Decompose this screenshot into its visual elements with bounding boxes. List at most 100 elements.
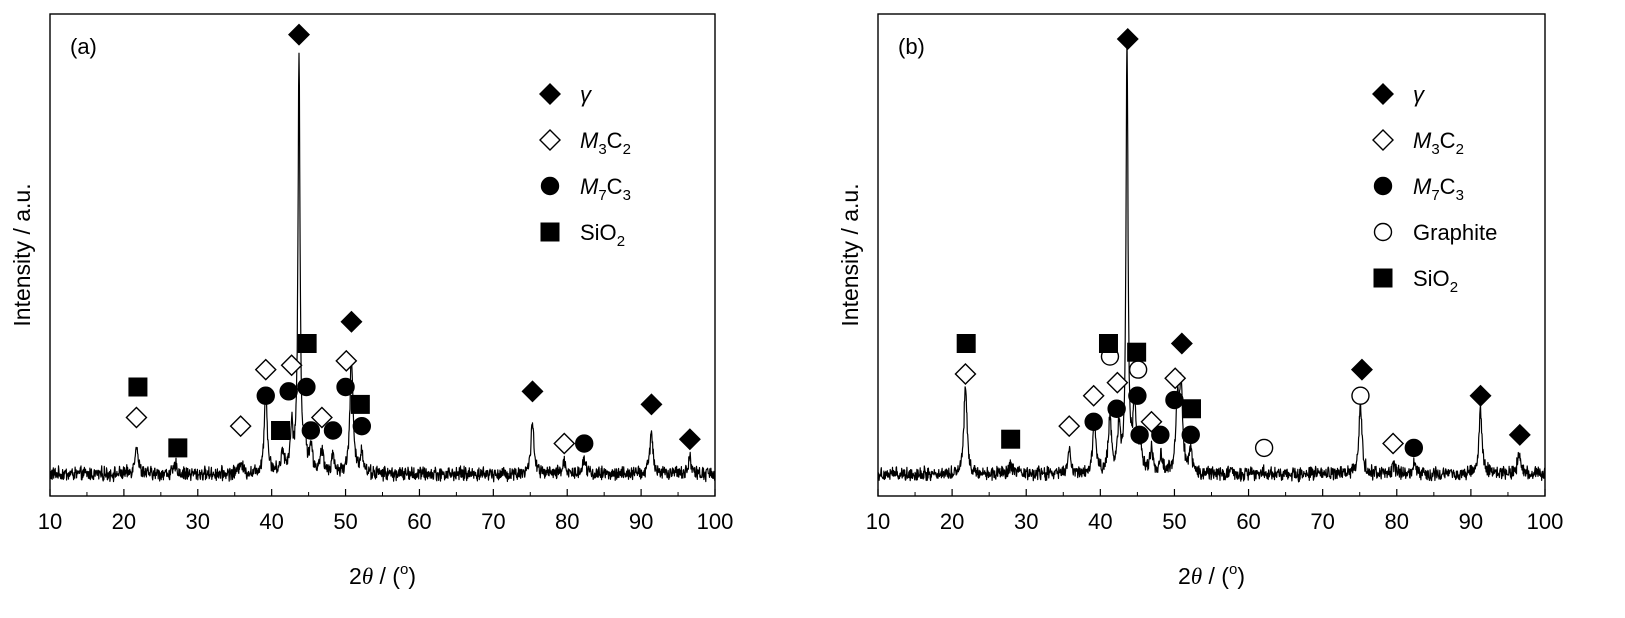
legend-label-0: γ [580,82,593,107]
phase-marker-diamond-open [1058,415,1081,438]
phase-marker-circle-filled [336,377,355,397]
x-tick-label: 90 [629,509,653,534]
phase-marker-square-filled [1001,429,1021,449]
legend-marker-square-filled [1373,268,1393,288]
phase-marker-diamond-filled [1350,358,1373,381]
x-axis-label: 2θ / (o) [349,561,416,589]
phase-marker-diamond-open [280,354,303,377]
legend-marker-diamond-open [1372,129,1394,151]
legend-label-1: M3C2 [580,128,631,158]
phase-marker-circle-filled [1128,386,1147,405]
phase-marker-diamond-filled [1469,384,1492,407]
x-tick-label: 60 [1236,509,1260,534]
phase-marker-circle-filled [279,382,298,401]
legend-label-4: SiO2 [1413,266,1458,296]
plot-frame [49,13,716,497]
phase-marker-circle-filled [352,416,372,436]
phase-marker-diamond-open [125,406,148,429]
phase-marker-circle-filled [1404,438,1424,458]
legend-marker-diamond-filled [1372,83,1394,105]
phase-marker-circle-open [1254,438,1274,458]
phase-marker-square-filled [271,421,291,440]
x-tick-label: 30 [186,509,210,534]
phase-marker-diamond-open [1382,432,1405,455]
x-tick-label: 10 [38,509,62,534]
phase-marker-diamond-filled [340,310,363,333]
x-tick-label: 40 [259,509,283,534]
x-tick-label: 100 [1527,509,1564,534]
phase-marker-circle-filled [575,434,594,453]
phase-marker-diamond-open [553,432,576,455]
x-tick-label: 50 [333,509,357,534]
phase-marker-diamond-filled [521,380,544,403]
phase-marker-diamond-open [254,358,277,381]
panel-b: 10 20 30 40 50 60 70 80 90 100 (b) Intensity / a.u.… [837,13,1564,589]
phase-marker-circle-filled [1181,425,1200,445]
phase-marker-circle-filled [1084,412,1103,431]
phase-marker-circle-open [1128,360,1148,379]
phase-marker-circle-filled [301,421,321,440]
phase-marker-circle-filled [1165,390,1184,410]
phase-marker-diamond-open [1164,367,1187,390]
phase-marker-circle-filled [323,421,343,440]
phase-marker-diamond-open [1106,371,1129,394]
x-tick-label: 100 [697,509,734,534]
x-tick-label: 90 [1459,509,1483,534]
phase-marker-diamond-open [335,349,358,372]
phase-marker-square-filled [1127,342,1147,362]
x-tick-label: 40 [1088,509,1112,534]
phase-marker-diamond-filled [288,23,310,46]
phase-marker-diamond-open [229,415,252,438]
phase-marker-diamond-filled [678,428,701,451]
x-tick-label: 10 [866,509,890,534]
phase-marker-square-filled [350,394,370,414]
x-tick-label: 80 [1385,509,1409,534]
phase-marker-circle-open [1351,386,1370,405]
legend-label-3: SiO2 [580,220,625,250]
phase-marker-diamond-open [954,362,977,385]
y-axis-label: Intensity / a.u. [837,183,863,326]
legend-marker-circle-filled [1373,176,1393,196]
phase-marker-diamond-filled [1508,423,1531,446]
phase-marker-square-filled [297,334,317,353]
phase-marker-diamond-open [310,406,333,429]
phase-marker-square-filled [956,334,976,353]
phase-marker-diamond-open [1082,384,1105,407]
phase-marker-circle-filled [256,386,275,405]
legend-marker-diamond-open [539,129,561,151]
x-tick-label: 50 [1162,509,1186,534]
panel-label: (a) [70,34,97,59]
panel-a: 10 20 30 40 50 60 70 80 90 100 (a) Intensity / a.u.… [9,13,734,589]
legend-label-1: M3C2 [1413,128,1464,158]
phase-marker-diamond-filled [1116,28,1139,50]
phase-marker-square-filled [1181,399,1201,419]
phase-marker-circle-filled [297,377,316,397]
legend-marker-circle-open [1373,222,1393,242]
phase-marker-square-filled [128,377,148,397]
x-tick-label: 20 [940,509,964,534]
phase-marker-circle-filled [1151,425,1170,445]
phase-marker-diamond-filled [1170,332,1193,355]
plot-frame [877,13,1546,497]
legend-marker-circle-filled [540,176,560,196]
phase-marker-circle-filled [1107,399,1126,418]
legend-label-2: M7C3 [1413,174,1464,204]
x-tick-label: 60 [407,509,431,534]
phase-marker-square-filled [1098,334,1118,353]
x-tick-label: 20 [112,509,136,534]
phase-marker-square-filled [168,438,188,458]
x-tick-label: 30 [1014,509,1038,534]
xrd-spectrum-line [49,52,716,483]
x-tick-label: 80 [555,509,579,534]
legend-marker-square-filled [540,222,560,242]
x-axis-label: 2θ / (o) [1178,561,1245,589]
x-tick-label: 70 [481,509,505,534]
legend-label-2: M7C3 [580,174,631,204]
phase-marker-circle-filled [1130,425,1149,445]
panel-label: (b) [898,34,925,59]
xrd-spectrum-line [877,37,1546,483]
legend-marker-diamond-filled [539,83,561,105]
y-axis-label: Intensity / a.u. [9,183,35,326]
phase-marker-diamond-filled [640,393,663,416]
